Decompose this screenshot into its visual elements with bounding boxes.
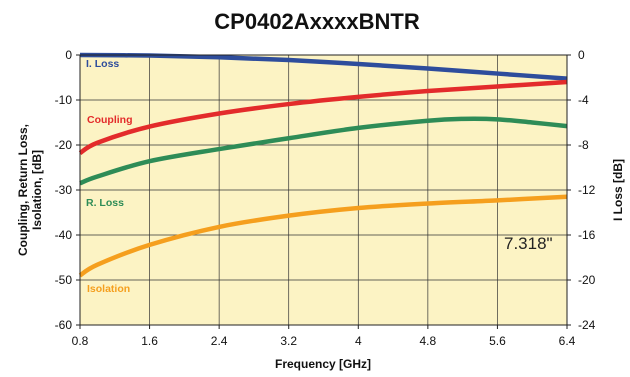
series-label-r-loss: R. Loss (86, 197, 124, 209)
right-axis-title: I Loss [dB] (611, 159, 625, 221)
left-axis-title-line-2: Isolation, [dB] (30, 150, 44, 230)
x-tick-label: 5.6 (489, 334, 506, 348)
x-tick-label: 6.4 (559, 334, 576, 348)
x-tick-label: 2.4 (211, 334, 228, 348)
left-y-tick-label: -10 (55, 93, 73, 107)
right-y-tick-label: -12 (578, 183, 596, 197)
x-axis-title: Frequency [GHz] (275, 357, 371, 371)
x-tick-label: 4 (355, 334, 362, 348)
left-y-tick-label: -20 (55, 138, 73, 152)
right-y-tick-label: -4 (578, 93, 589, 107)
left-y-tick-label: -40 (55, 228, 73, 242)
right-y-tick-label: -20 (578, 273, 596, 287)
right-y-tick-label: -8 (578, 138, 589, 152)
series-line-i-loss (79, 52, 568, 81)
right-y-tick-label: -24 (578, 318, 596, 332)
series-label-coupling: Coupling (87, 114, 133, 126)
left-axis-title-line-1: Coupling, Return Loss, (16, 124, 30, 256)
left-y-tick-label: 0 (65, 48, 72, 62)
plot-frame (79, 54, 568, 326)
left-y-axis: 0 -10 -20 -30 -40 -50 -60 (55, 48, 80, 332)
left-y-tick-label: -30 (55, 183, 73, 197)
right-y-axis: 0 -4 -8 -12 -16 -20 -24 (567, 48, 596, 332)
series-lines (78, 52, 568, 278)
series-line-r-loss (79, 116, 568, 186)
series-label-isolation: Isolation (87, 283, 130, 295)
x-tick-label: 1.6 (141, 334, 158, 348)
dimension-annotation: 7.318" (504, 234, 553, 253)
right-y-tick-label: 0 (578, 48, 585, 62)
chart-title: CP0402AxxxxBNTR (214, 9, 420, 34)
x-tick-label: 0.8 (72, 334, 89, 348)
right-y-tick-label: -16 (578, 228, 596, 242)
left-y-tick-label: -60 (55, 318, 73, 332)
left-y-tick-label: -50 (55, 273, 73, 287)
x-tick-label: 3.2 (280, 334, 297, 348)
series-line-isolation (78, 194, 568, 278)
series-label-i-loss: I. Loss (86, 58, 119, 70)
series-line-coupling (78, 79, 568, 156)
x-tick-label: 4.8 (420, 334, 437, 348)
x-axis: 0.8 1.6 2.4 3.2 4 4.8 5.6 6.4 (72, 325, 576, 348)
